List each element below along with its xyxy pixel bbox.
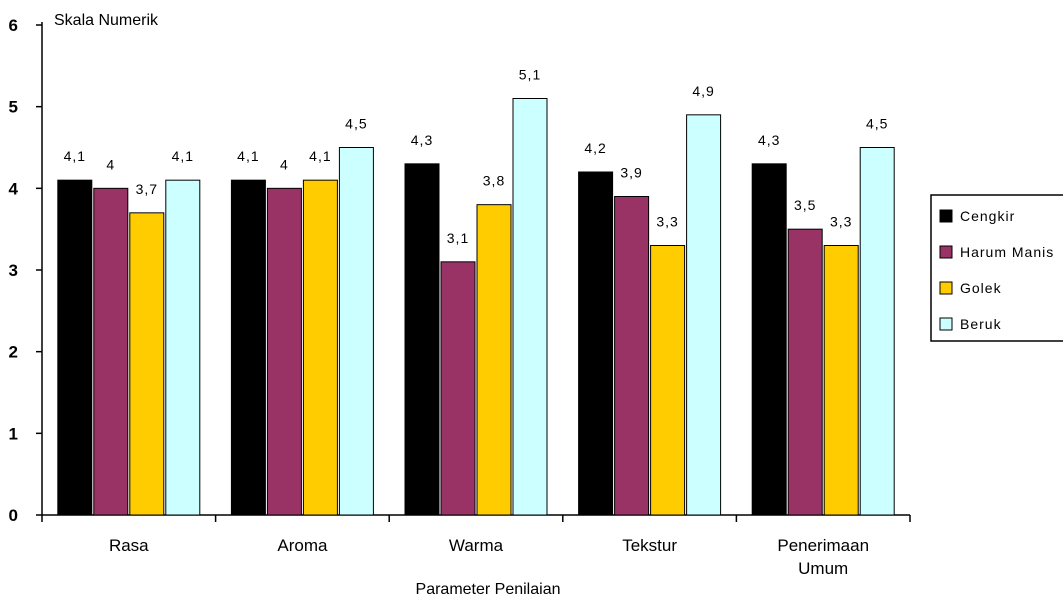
y-tick-label: 1 xyxy=(9,424,18,443)
y-tick-label: 3 xyxy=(9,261,18,280)
bar xyxy=(476,204,512,516)
data-label: 4,9 xyxy=(692,83,714,99)
data-label: 3,1 xyxy=(447,230,469,246)
y-tick-label: 2 xyxy=(9,343,18,362)
bar xyxy=(266,187,302,516)
data-label: 4,1 xyxy=(64,148,86,164)
bar xyxy=(512,98,548,516)
legend: Cengkir Harum Manis Golek Beruk xyxy=(930,194,1063,342)
y-tick-label: 6 xyxy=(9,16,18,35)
data-label: 3,3 xyxy=(656,214,678,230)
legend-label: Beruk xyxy=(960,316,1002,332)
data-label: 5,1 xyxy=(519,67,541,83)
bar xyxy=(165,179,201,516)
data-label: 3,5 xyxy=(794,197,816,213)
bar xyxy=(859,147,895,516)
data-label: 4,1 xyxy=(237,148,259,164)
bar xyxy=(823,245,859,516)
bar xyxy=(129,212,165,516)
data-label: 3,8 xyxy=(483,173,505,189)
bar xyxy=(614,196,650,516)
data-label: 4,3 xyxy=(758,132,780,148)
x-tick-label: Aroma xyxy=(277,536,328,555)
bar xyxy=(57,179,93,516)
bar xyxy=(751,163,787,516)
y-tick-label: 5 xyxy=(9,98,18,117)
legend-swatch xyxy=(939,281,953,295)
legend-box xyxy=(930,194,1063,342)
x-tick-label: Umum xyxy=(798,559,848,578)
bar xyxy=(404,163,440,516)
data-label: 3,9 xyxy=(620,165,642,181)
y-tick-label: 4 xyxy=(9,179,19,198)
legend-label: Harum Manis xyxy=(960,244,1054,260)
data-label: 4,1 xyxy=(172,148,194,164)
data-label: 4 xyxy=(280,156,289,172)
data-label: 4,5 xyxy=(345,116,367,132)
data-label: 3,3 xyxy=(830,214,852,230)
data-label: 4,2 xyxy=(584,140,606,156)
data-label: 3,7 xyxy=(136,181,158,197)
data-label: 4,5 xyxy=(866,116,888,132)
legend-swatch xyxy=(939,209,953,223)
bar xyxy=(686,114,722,516)
x-tick-label: Penerimaan xyxy=(777,536,869,555)
y-tick-label: 0 xyxy=(9,506,18,525)
x-tick-label: Rasa xyxy=(109,536,149,555)
data-label: 4,3 xyxy=(411,132,433,148)
bar xyxy=(578,171,614,516)
x-tick-label: Tekstur xyxy=(622,536,677,555)
data-label: 4 xyxy=(106,156,115,172)
bar xyxy=(440,261,476,516)
x-tick-label: Warma xyxy=(449,536,504,555)
legend-swatch xyxy=(939,317,953,331)
bar xyxy=(93,187,129,516)
x-axis-title: Parameter Penilaian xyxy=(416,581,561,598)
legend-label: Cengkir xyxy=(960,208,1015,224)
plot-area: 0 1 2 3 4 5 6 Rasa Aroma Warma Tekstur Penerimaan Um… xyxy=(9,16,911,578)
bar xyxy=(230,179,266,516)
legend-swatch xyxy=(939,245,953,259)
legend-label: Golek xyxy=(960,280,1002,296)
bar xyxy=(787,228,823,516)
bar xyxy=(302,179,338,516)
bar xyxy=(338,147,374,516)
y-axis-title: Skala Numerik xyxy=(54,12,159,29)
bar xyxy=(650,245,686,516)
data-label: 4,1 xyxy=(309,148,331,164)
